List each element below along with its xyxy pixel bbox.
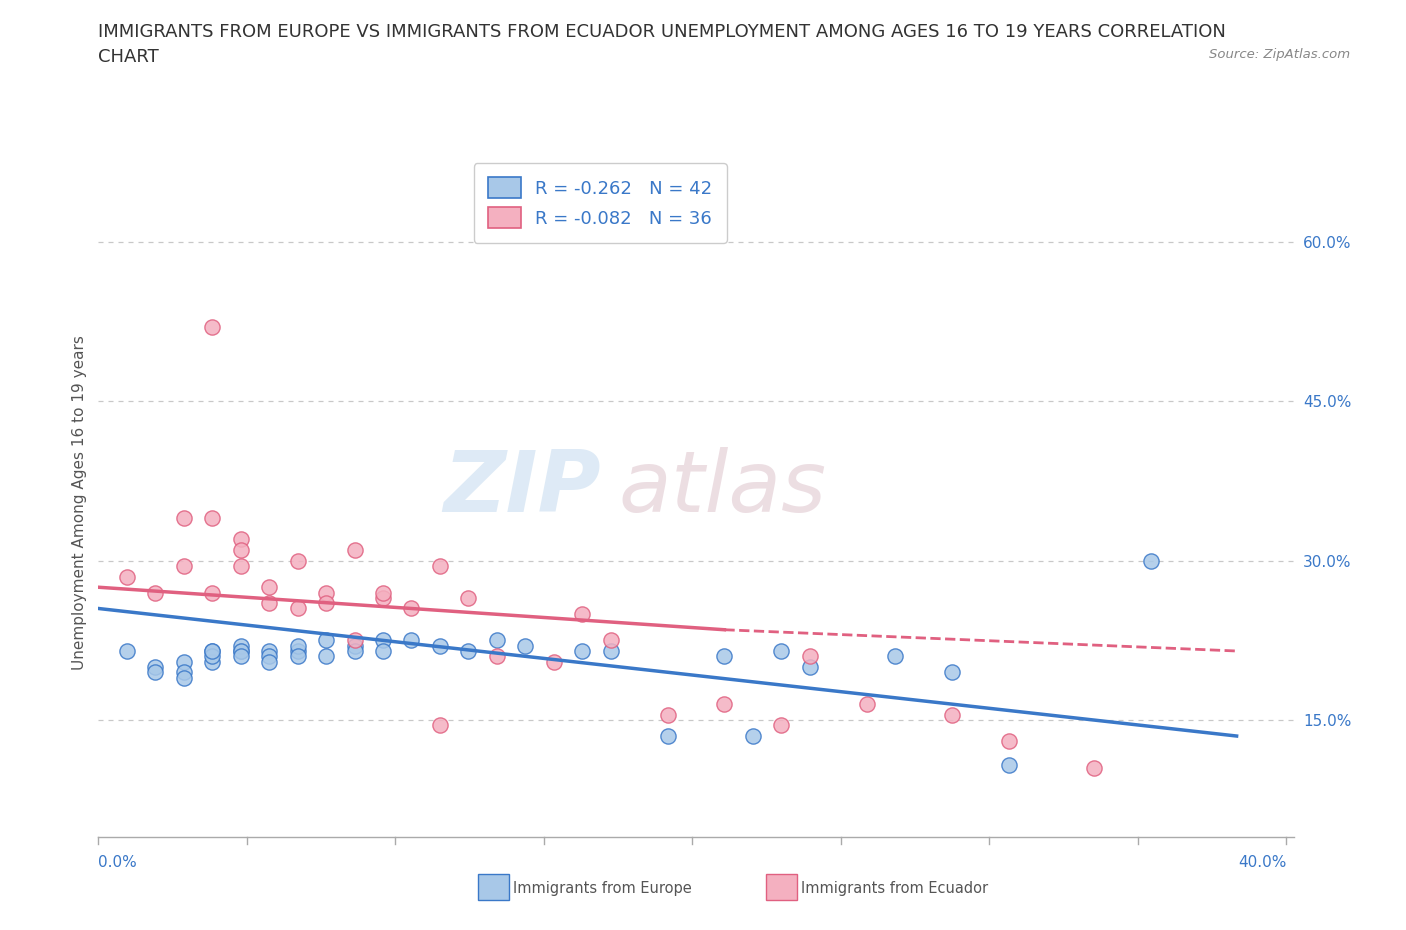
Point [799,649,821,664]
Point [229,649,252,664]
Point [371,633,394,648]
Point [315,649,337,664]
Point [173,671,195,685]
Point [429,559,451,574]
Point [201,644,224,658]
Point [201,649,224,664]
Point [229,644,252,658]
Point [229,532,252,547]
Point [799,659,821,674]
Point [371,591,394,605]
Point [713,649,735,664]
Text: 40.0%: 40.0% [1239,855,1286,870]
Point [173,665,195,680]
Point [657,728,679,743]
Point [401,633,423,648]
Point [371,644,394,658]
Point [229,638,252,653]
Point [343,542,366,557]
Point [485,633,508,648]
Point [998,757,1021,772]
Point [287,649,309,664]
Text: IMMIGRANTS FROM EUROPE VS IMMIGRANTS FROM ECUADOR UNEMPLOYMENT AMONG AGES 16 TO : IMMIGRANTS FROM EUROPE VS IMMIGRANTS FRO… [98,23,1226,41]
Point [343,644,366,658]
Point [201,319,224,334]
Point [201,511,224,525]
Point [941,708,963,723]
Text: Source: ZipAtlas.com: Source: ZipAtlas.com [1209,48,1350,61]
Point [287,601,309,616]
Text: Immigrants from Ecuador: Immigrants from Ecuador [801,881,988,896]
Text: CHART: CHART [98,48,159,66]
Point [115,644,138,658]
Point [315,596,337,611]
Point [1083,761,1105,776]
Y-axis label: Unemployment Among Ages 16 to 19 years: Unemployment Among Ages 16 to 19 years [72,335,87,670]
Point [201,585,224,600]
Point [343,633,366,648]
Point [599,644,621,658]
Point [998,734,1021,749]
Text: atlas: atlas [619,447,827,530]
Point [713,697,735,711]
Point [941,665,963,680]
Point [115,569,138,584]
Point [173,559,195,574]
Point [571,606,593,621]
Point [371,585,394,600]
Point [315,633,337,648]
Point [143,665,166,680]
Text: ZIP: ZIP [443,447,600,530]
Point [143,659,166,674]
Point [229,644,252,658]
Point [173,654,195,669]
Point [429,718,451,733]
Point [1140,553,1163,568]
Point [315,585,337,600]
Point [257,654,280,669]
Point [599,633,621,648]
Point [201,654,224,669]
Point [741,728,763,743]
Point [257,596,280,611]
Point [287,638,309,653]
Point [257,644,280,658]
Point [770,718,793,733]
Point [457,591,479,605]
Point [229,559,252,574]
Legend: R = -0.262   N = 42, R = -0.082   N = 36: R = -0.262 N = 42, R = -0.082 N = 36 [474,163,727,243]
Point [429,638,451,653]
Point [485,649,508,664]
Point [657,708,679,723]
Point [343,638,366,653]
Text: 0.0%: 0.0% [98,855,138,870]
Point [770,644,793,658]
Point [884,649,907,664]
Point [287,644,309,658]
Point [257,649,280,664]
Point [571,644,593,658]
Point [855,697,877,711]
Point [457,644,479,658]
Point [173,511,195,525]
Point [515,638,537,653]
Point [287,553,309,568]
Point [401,601,423,616]
Point [229,542,252,557]
Point [543,654,565,669]
Point [201,644,224,658]
Text: Immigrants from Europe: Immigrants from Europe [513,881,692,896]
Point [143,585,166,600]
Point [257,579,280,594]
